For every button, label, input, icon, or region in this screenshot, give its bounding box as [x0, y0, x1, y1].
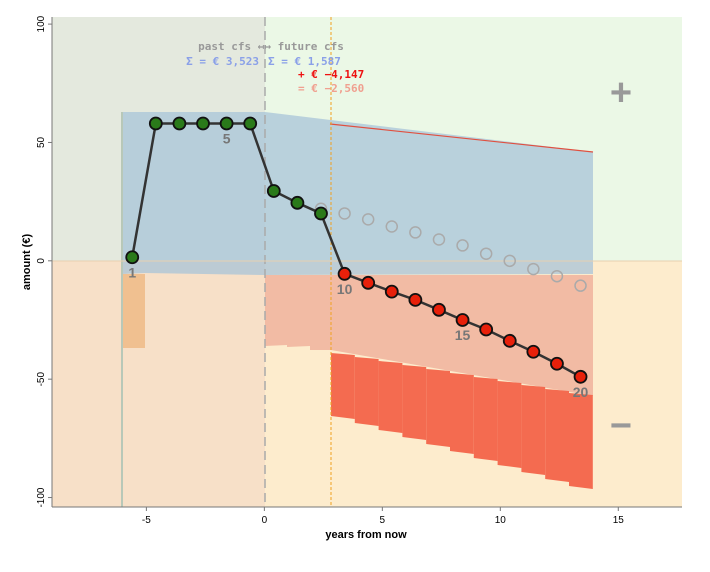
red-step [569, 393, 593, 489]
projected-point [361, 213, 375, 226]
cashflow-point[interactable] [266, 184, 281, 198]
cashflow-point[interactable] [408, 292, 423, 307]
projected-point [338, 207, 351, 220]
point-label: 15 [455, 327, 471, 343]
salmon-area [265, 275, 593, 396]
red-step [426, 369, 450, 447]
annotation-past-sum: Σ = € 3,523 [186, 55, 259, 68]
point-label: 10 [337, 281, 353, 297]
projected-point [409, 226, 422, 239]
cashflow-point[interactable] [550, 356, 564, 371]
annotations: past cfs ↤↦ future cfs Σ = € 3,523 Σ = €… [186, 40, 364, 95]
cashflow-point[interactable] [219, 116, 234, 131]
x-tick-label: 5 [380, 515, 386, 526]
blue-area [122, 112, 593, 275]
projected-point [574, 279, 587, 292]
red-step [545, 389, 569, 482]
point-label: 20 [573, 384, 589, 400]
projected-point [432, 233, 446, 246]
red-step [354, 357, 379, 426]
cashflow-point[interactable] [455, 313, 470, 327]
cashflow-point[interactable] [573, 369, 588, 384]
y-axis-label: amount (€) [21, 234, 33, 291]
cashflow-point[interactable] [432, 302, 446, 317]
minus-icon: − [610, 405, 632, 447]
cashflow-point[interactable] [125, 250, 140, 265]
plus-icon: + [610, 72, 632, 114]
cashflow-point[interactable] [196, 116, 210, 131]
x-tick-label: -5 [142, 515, 151, 526]
point-label: 1 [128, 264, 136, 280]
y-tick-label: 50 [36, 136, 47, 148]
x-tick-label: 0 [262, 515, 268, 526]
cashflow-point[interactable] [479, 322, 494, 337]
point-label: 5 [223, 131, 231, 147]
red-step [402, 365, 427, 440]
projected-points [314, 202, 587, 292]
annotation-future-sum: Σ = € 1,587 [268, 55, 341, 68]
projected-point [503, 254, 517, 268]
projected-point [456, 239, 469, 252]
cashflow-point[interactable] [290, 195, 305, 210]
red-step [450, 373, 474, 454]
projected-point [527, 262, 540, 276]
cashflow-point[interactable] [361, 275, 376, 290]
y-tick-label: -100 [36, 487, 47, 507]
projected-point [550, 269, 564, 283]
cashflow-point[interactable] [526, 344, 541, 359]
y-tick-label: 100 [36, 15, 47, 32]
orange-bar [122, 274, 145, 348]
y-ticks: 100 50 0 -50 -100 [36, 15, 52, 508]
red-step [521, 385, 546, 475]
red-step [497, 381, 522, 468]
projected-point [385, 220, 399, 233]
y-tick-label: 0 [36, 258, 47, 264]
y-tick-label: -50 [36, 372, 47, 387]
cashflow-point[interactable] [502, 333, 517, 348]
cashflow-point[interactable] [243, 116, 258, 131]
annotation-header: past cfs ↤↦ future cfs [198, 40, 344, 53]
annotation-total: = € −2,560 [298, 82, 364, 95]
cashflow-point[interactable] [314, 206, 328, 221]
projected-point [479, 247, 493, 260]
x-ticks: -5 0 5 10 15 [142, 507, 624, 526]
annotation-added: + € −4,147 [298, 68, 364, 81]
cashflow-point[interactable] [172, 116, 187, 131]
red-edge [329, 123, 594, 153]
area-layers [121, 112, 594, 507]
cashflow-points [125, 116, 588, 384]
x-tick-label: 10 [495, 515, 507, 526]
cashflow-point[interactable] [384, 284, 399, 299]
x-tick-label: 15 [613, 515, 625, 526]
cashflow-point[interactable] [148, 116, 163, 131]
red-steps [331, 353, 593, 489]
red-step [473, 377, 498, 461]
red-step [331, 353, 355, 419]
cashflow-point[interactable] [337, 266, 352, 281]
x-axis-label: years from now [325, 529, 407, 541]
red-step [378, 361, 403, 433]
